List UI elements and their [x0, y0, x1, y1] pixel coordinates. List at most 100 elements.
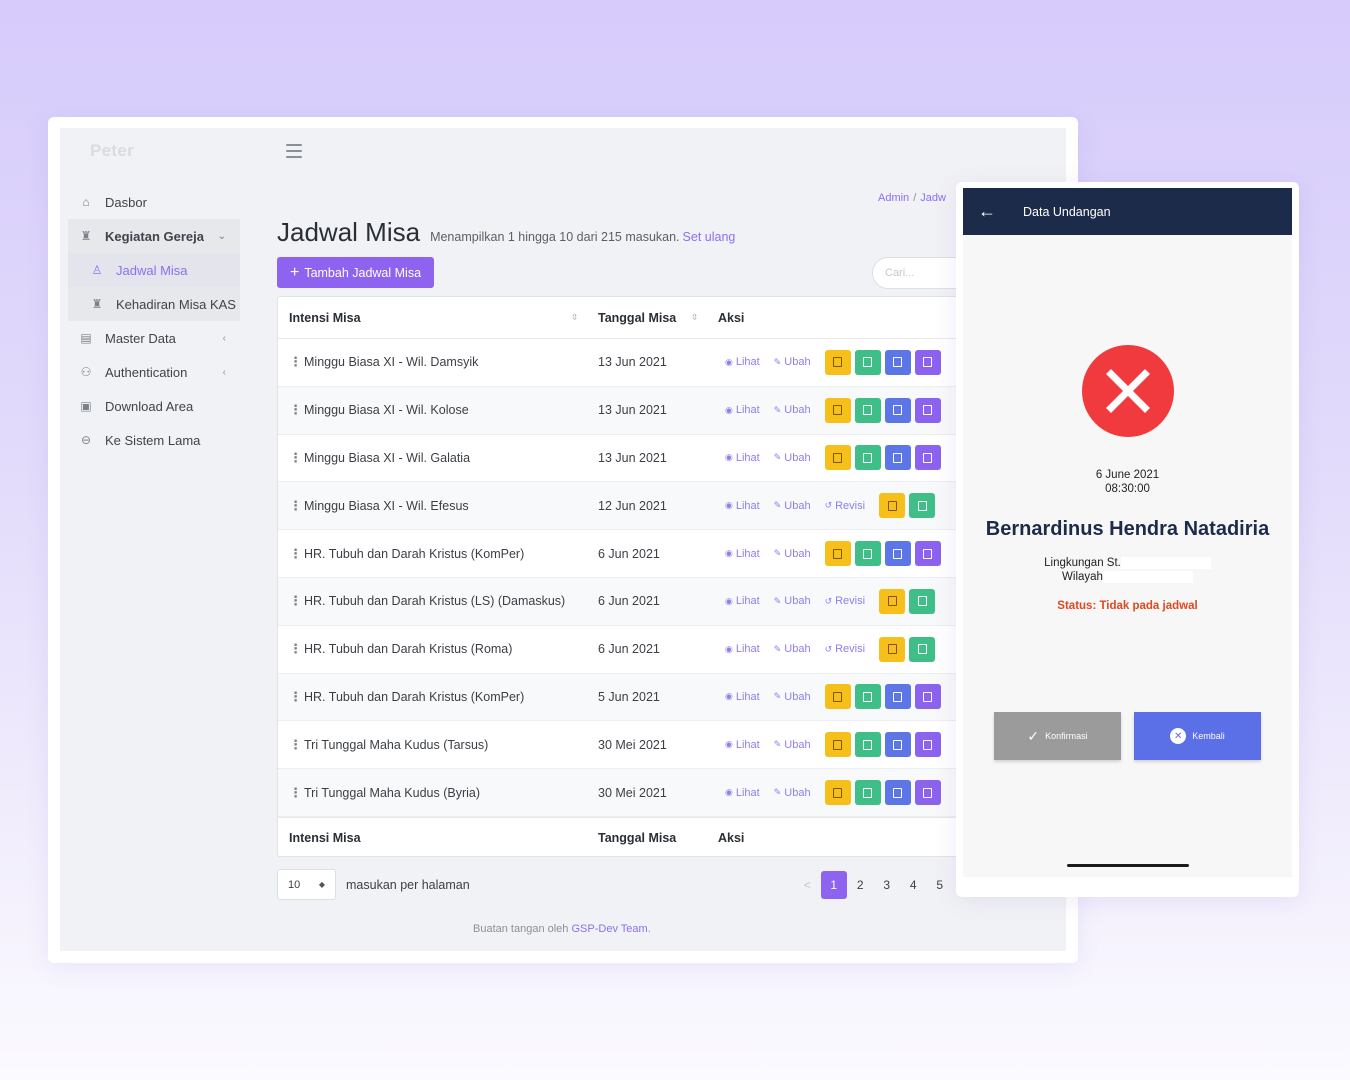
qr-code-button[interactable] — [824, 541, 851, 567]
view-link[interactable]: ◉ Lihat — [725, 787, 760, 799]
qr-code-button[interactable] — [824, 445, 851, 471]
qr-code-button[interactable] — [824, 397, 851, 423]
lingkungan-text: Lingkungan St. — [1044, 557, 1121, 569]
document-button[interactable] — [914, 780, 941, 806]
edit-link[interactable]: ✎ Ubah — [774, 452, 811, 464]
back-arrow-icon[interactable]: ← — [978, 201, 996, 221]
edit-link[interactable]: ✎ Ubah — [774, 500, 811, 512]
view-link[interactable]: ◉ Lihat — [725, 404, 760, 416]
eye-icon: ◉ — [725, 404, 733, 415]
pagination-page[interactable]: 1 — [820, 871, 847, 899]
card-button[interactable] — [884, 445, 911, 471]
sidebar-item-download-area[interactable]: ▣ Download Area — [68, 389, 240, 423]
print-button[interactable] — [854, 684, 881, 710]
view-link[interactable]: ◉ Lihat — [725, 691, 760, 703]
edit-link[interactable]: ✎ Ubah — [774, 404, 811, 416]
view-link[interactable]: ◉ Lihat — [725, 500, 760, 512]
search-placeholder: Cari... — [885, 267, 915, 279]
edit-link[interactable]: ✎ Ubah — [774, 548, 811, 560]
qr-code-button[interactable] — [824, 780, 851, 806]
view-link[interactable]: ◉ Lihat — [725, 548, 760, 560]
view-link[interactable]: ◉ Lihat — [725, 356, 760, 368]
document-button[interactable] — [914, 732, 941, 758]
sidebar-item-master-data[interactable]: ▤ Master Data ‹ — [68, 321, 240, 355]
edit-icon: ✎ — [773, 404, 782, 415]
pagination-page[interactable]: 4 — [909, 878, 917, 892]
qr-code-button[interactable] — [824, 684, 851, 710]
print-button[interactable] — [854, 780, 881, 806]
row-menu-icon[interactable]: ⋮ — [289, 449, 302, 465]
sidebar-item-ke-sistem-lama[interactable]: ⊖ Ke Sistem Lama — [68, 423, 240, 457]
document-button[interactable] — [914, 397, 941, 423]
pagination-page[interactable]: 2 — [856, 878, 864, 892]
add-jadwal-button[interactable]: + Tambah Jadwal Misa — [277, 257, 434, 288]
sidebar-item-kehadiran-misa-kas[interactable]: ♜ Kehadiran Misa KAS — [68, 287, 240, 321]
back-button[interactable]: ✕ Kembali — [1134, 712, 1261, 760]
sort-icon[interactable]: ⇳ — [691, 312, 699, 322]
eye-icon: ◉ — [725, 787, 733, 798]
confirm-button[interactable]: ✓ Konfirmasi — [994, 712, 1121, 760]
header-tanggal[interactable]: Tanggal Misa — [598, 310, 677, 325]
row-menu-icon[interactable]: ⋮ — [289, 736, 302, 752]
card-button[interactable] — [884, 780, 911, 806]
document-button[interactable] — [914, 445, 941, 471]
document-button[interactable] — [914, 541, 941, 567]
row-menu-icon[interactable]: ⋮ — [289, 784, 302, 800]
sort-icon[interactable]: ⇳ — [571, 312, 579, 322]
view-link[interactable]: ◉ Lihat — [725, 452, 760, 464]
pagination-page[interactable]: 5 — [936, 878, 944, 892]
view-link[interactable]: ◉ Lihat — [725, 643, 760, 655]
sidebar-item-dasbor[interactable]: ⌂ Dasbor — [68, 185, 240, 219]
edit-link[interactable]: ✎ Ubah — [774, 643, 811, 655]
row-menu-icon[interactable]: ⋮ — [289, 354, 302, 370]
revision-link[interactable]: ↺ Revisi — [825, 643, 866, 655]
edit-link[interactable]: ✎ Ubah — [774, 595, 811, 607]
qr-code-button[interactable] — [879, 636, 906, 662]
revision-link[interactable]: ↺ Revisi — [825, 500, 866, 512]
revision-link[interactable]: ↺ Revisi — [825, 595, 866, 607]
menu-toggle-icon[interactable] — [286, 144, 302, 158]
row-menu-icon[interactable]: ⋮ — [289, 688, 302, 704]
card-button[interactable] — [884, 732, 911, 758]
row-menu-icon[interactable]: ⋮ — [289, 497, 302, 513]
row-menu-icon[interactable]: ⋮ — [289, 402, 302, 418]
print-button[interactable] — [854, 541, 881, 567]
qr-code-button[interactable] — [824, 732, 851, 758]
reset-link[interactable]: Set ulang — [682, 230, 736, 244]
row-menu-icon[interactable]: ⋮ — [289, 545, 302, 561]
qr-code-button[interactable] — [824, 349, 851, 375]
sidebar-item-authentication[interactable]: ⚇ Authentication ‹ — [68, 355, 240, 389]
card-button[interactable] — [884, 541, 911, 567]
card-button[interactable] — [884, 397, 911, 423]
qr-code-button[interactable] — [879, 588, 906, 614]
view-link[interactable]: ◉ Lihat — [725, 739, 760, 751]
pagination-prev[interactable]: < — [803, 878, 811, 892]
view-link[interactable]: ◉ Lihat — [725, 595, 760, 607]
print-button[interactable] — [854, 397, 881, 423]
sidebar-item-kegiatan-gereja[interactable]: ♜ Kegiatan Gereja ⌄ — [68, 219, 240, 253]
per-page-select[interactable]: 10 ◆ — [277, 869, 336, 900]
footer-link[interactable]: GSP-Dev Team — [571, 923, 648, 935]
sidebar-item-jadwal-misa[interactable]: ♙ Jadwal Misa — [68, 253, 240, 287]
header-intensi[interactable]: Intensi Misa — [289, 310, 361, 325]
row-menu-icon[interactable]: ⋮ — [289, 641, 302, 657]
card-button[interactable] — [884, 684, 911, 710]
breadcrumb-admin[interactable]: Admin — [878, 192, 910, 204]
edit-link[interactable]: ✎ Ubah — [774, 787, 811, 799]
document-button[interactable] — [914, 349, 941, 375]
print-button[interactable] — [854, 732, 881, 758]
print-button[interactable] — [854, 445, 881, 471]
edit-link[interactable]: ✎ Ubah — [774, 739, 811, 751]
search-input[interactable]: Cari... — [872, 257, 972, 289]
print-button[interactable] — [909, 493, 936, 519]
print-button[interactable] — [909, 636, 936, 662]
pagination-page[interactable]: 3 — [883, 878, 891, 892]
qr-code-button[interactable] — [879, 493, 906, 519]
edit-link[interactable]: ✎ Ubah — [774, 356, 811, 368]
card-button[interactable] — [884, 349, 911, 375]
print-button[interactable] — [909, 588, 936, 614]
document-button[interactable] — [914, 684, 941, 710]
row-menu-icon[interactable]: ⋮ — [289, 593, 302, 609]
edit-link[interactable]: ✎ Ubah — [774, 691, 811, 703]
print-button[interactable] — [854, 349, 881, 375]
